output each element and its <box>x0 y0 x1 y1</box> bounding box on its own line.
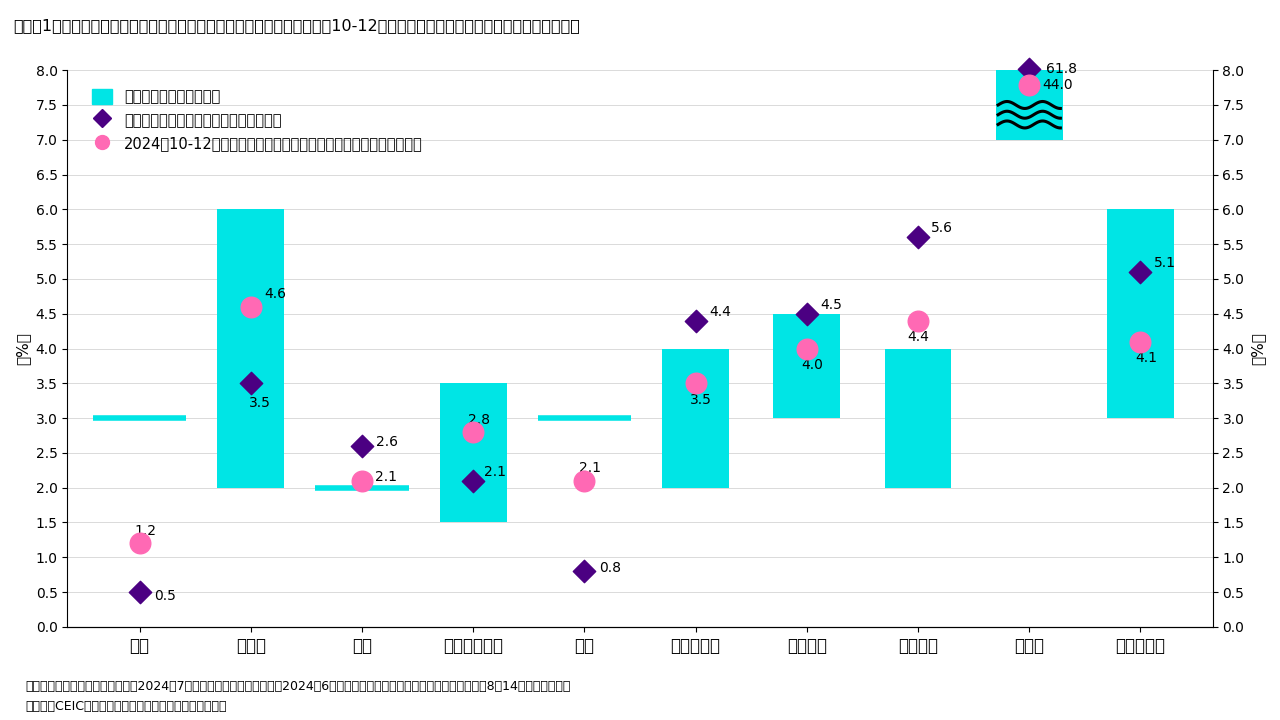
Text: 5.1: 5.1 <box>1153 256 1176 270</box>
Point <box>1019 63 1039 75</box>
Text: 44.0: 44.0 <box>1043 78 1073 92</box>
Point <box>908 231 928 243</box>
Text: 2.6: 2.6 <box>376 436 398 449</box>
Text: 1.2: 1.2 <box>134 524 156 538</box>
Legend: インフレ目標（レンジ）, 直近の消費者物価上昇率（前年同月比）, 2024年10-12月期の消費者物価上昇率コンセンサス（前年同期比）: インフレ目標（レンジ）, 直近の消費者物価上昇率（前年同月比）, 2024年10… <box>86 83 429 157</box>
Point <box>241 377 261 389</box>
Point <box>352 440 372 451</box>
Text: 4.1: 4.1 <box>1135 351 1157 365</box>
Text: （図表1）主要新興国：金融政策上のインフレ目標と直近のインフレ率、10-12月期のインフレ率についての市場コンセンサス: （図表1）主要新興国：金融政策上のインフレ目標と直近のインフレ率、10-12月期… <box>13 18 580 33</box>
Y-axis label: （%）: （%） <box>15 332 29 365</box>
Point <box>685 377 705 389</box>
Text: 4.4: 4.4 <box>908 330 929 344</box>
Text: （出所）CEICや各国中央銀行資料よりインベスコが作成: （出所）CEICや各国中央銀行資料よりインベスコが作成 <box>26 700 227 713</box>
Bar <box>1107 210 1174 418</box>
Text: 3.5: 3.5 <box>690 393 712 407</box>
Text: 2.1: 2.1 <box>579 462 600 475</box>
Bar <box>996 70 1062 140</box>
Point <box>796 308 817 320</box>
Text: 2.1: 2.1 <box>375 470 397 485</box>
Text: 4.5: 4.5 <box>820 297 842 312</box>
Text: 5.6: 5.6 <box>932 221 954 235</box>
Point <box>1130 336 1151 347</box>
Text: 4.6: 4.6 <box>264 287 287 301</box>
Text: 0.8: 0.8 <box>599 561 621 575</box>
Point <box>575 565 595 577</box>
Point <box>1130 266 1151 278</box>
Y-axis label: （%）: （%） <box>1251 332 1265 365</box>
Point <box>1019 80 1039 91</box>
Point <box>796 343 817 354</box>
Text: 2.1: 2.1 <box>484 464 507 479</box>
Point <box>129 538 150 549</box>
Point <box>575 475 595 487</box>
Text: 0.5: 0.5 <box>154 588 175 603</box>
Point <box>129 586 150 598</box>
Text: （注）直近の消費者物価上昇率は2024年7月分。ただし、南アフリカは2024年6月分。コンセンサスはブルームバーグによる、8月14日時点の計数。: （注）直近の消費者物価上昇率は2024年7月分。ただし、南アフリカは2024年6… <box>26 680 571 693</box>
Text: 2.8: 2.8 <box>467 413 490 426</box>
Text: 3.5: 3.5 <box>248 396 270 410</box>
Bar <box>884 348 951 487</box>
Point <box>352 475 372 487</box>
Point <box>463 475 484 487</box>
Point <box>685 315 705 326</box>
Point <box>908 315 928 326</box>
Text: 61.8: 61.8 <box>1046 62 1076 76</box>
Bar <box>773 314 840 418</box>
Bar <box>662 348 730 487</box>
Bar <box>440 383 507 523</box>
Text: 4.4: 4.4 <box>709 305 731 319</box>
Point <box>463 426 484 438</box>
Point <box>241 301 261 312</box>
Bar <box>218 210 284 487</box>
Text: 4.0: 4.0 <box>801 359 823 372</box>
